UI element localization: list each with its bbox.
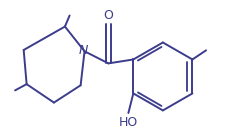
- Text: N: N: [79, 44, 88, 57]
- Text: O: O: [104, 9, 113, 22]
- Text: HO: HO: [119, 116, 138, 129]
